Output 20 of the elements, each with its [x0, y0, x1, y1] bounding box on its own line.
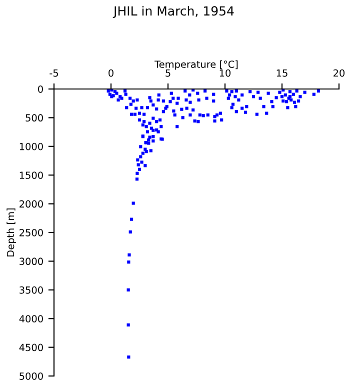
y-tick-label: 4000 — [19, 315, 43, 322]
y-tick-label: 4500 — [19, 344, 43, 352]
x-tick-label: 15 — [276, 69, 288, 77]
y-tick-label: 0 — [38, 85, 43, 93]
x-tick-label: 20 — [334, 69, 345, 77]
y-axis-title: Depth [m] — [6, 208, 16, 256]
y-tick-label: 3500 — [20, 286, 43, 294]
y-tick-label: 2000 — [20, 200, 43, 208]
chart-title: JHIL in March, 1954 — [112, 6, 234, 18]
y-tick-label: 500 — [26, 114, 43, 122]
x-tick-label: 10 — [220, 69, 231, 77]
y-tick-label: 2500 — [20, 228, 43, 236]
x-tick-label: 5 — [166, 69, 170, 77]
y-tick-label: 5000 — [20, 372, 43, 380]
y-tick-label: 3000 — [20, 258, 43, 266]
y-tick-label: 1000 — [20, 142, 43, 150]
x-tick-label: 0 — [108, 69, 114, 77]
x-axis-title: Temperature [°C] — [154, 60, 238, 70]
x-tick-label: -5 — [50, 69, 58, 77]
y-tick-label: 1500 — [20, 172, 43, 179]
